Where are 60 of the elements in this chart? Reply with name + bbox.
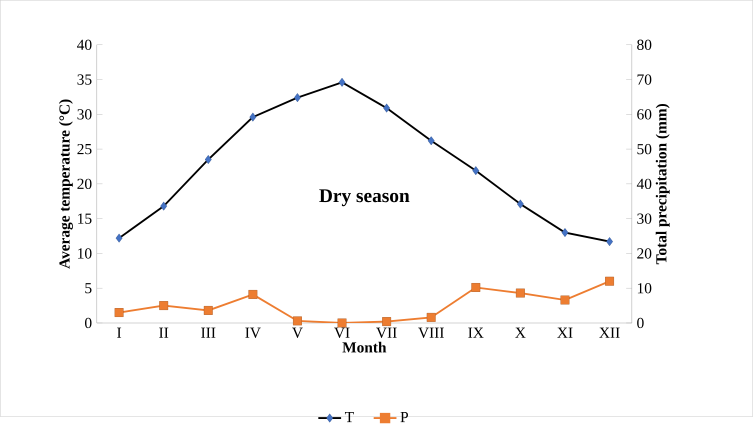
y2-axis-title: Total precipitation (mm): [656, 104, 670, 264]
point: [338, 318, 347, 328]
y-tick-label: 40: [77, 39, 92, 50]
point: [516, 288, 525, 298]
point: [114, 308, 124, 317]
point: [471, 282, 480, 292]
annotation: Dry season: [319, 189, 410, 206]
y-tick-label: 0: [85, 318, 92, 328]
point: [116, 233, 123, 242]
point: [248, 290, 258, 299]
x-tick-label: VII: [376, 327, 397, 338]
point: [606, 236, 613, 246]
legend-label: T: [344, 412, 354, 422]
point: [382, 316, 392, 326]
point: [204, 306, 213, 315]
point: [292, 316, 302, 326]
x-axis-title: Month: [342, 342, 386, 352]
x-tick-label: I: [117, 327, 122, 338]
y2-tick-label: 50: [637, 144, 652, 154]
point: [562, 228, 568, 237]
point: [426, 312, 436, 322]
y-axis-title: Average temperature (°C): [58, 99, 73, 269]
legend-label: P: [400, 412, 408, 422]
x-tick-label: VIII: [418, 327, 444, 338]
x-tick-label: XII: [599, 327, 620, 338]
point: [472, 166, 480, 175]
y2-tick-label: 80: [637, 39, 652, 50]
y-tick-label: 35: [77, 74, 92, 84]
x-tick-label: II: [159, 327, 168, 338]
x-tick-label: III: [201, 327, 216, 338]
y-tick-label: 10: [78, 248, 92, 258]
y2-tick-label: 10: [638, 282, 652, 294]
point: [204, 154, 212, 164]
point: [428, 136, 435, 146]
y-tick-label: 5: [85, 282, 92, 294]
y2-tick-label: 30: [637, 213, 652, 224]
y-tick-label: 15: [78, 213, 92, 224]
x-tick-label: IV: [245, 327, 261, 338]
point: [338, 78, 346, 87]
x-tick-label: XI: [557, 327, 573, 338]
point: [160, 201, 168, 210]
point: [249, 112, 256, 122]
point: [159, 300, 168, 310]
y2-tick-label: 40: [636, 178, 652, 189]
point: [605, 276, 614, 286]
x-tick-label: V: [292, 327, 303, 338]
y2-tick-label: 0: [637, 318, 644, 328]
y2-tick-label: 70: [638, 74, 652, 85]
point: [560, 295, 570, 304]
y2-tick-label: 20: [637, 248, 652, 258]
x-tick-label: IX: [468, 327, 484, 338]
y-tick-label: 25: [77, 144, 92, 154]
point: [294, 92, 301, 102]
y-tick-label: 30: [77, 108, 92, 120]
x-tick-label: X: [515, 327, 526, 338]
y2-tick-label: 60: [637, 108, 652, 120]
y-tick-label: 20: [77, 178, 92, 189]
point: [383, 103, 390, 112]
point: [516, 199, 524, 208]
x-tick-label: VI: [334, 327, 350, 338]
